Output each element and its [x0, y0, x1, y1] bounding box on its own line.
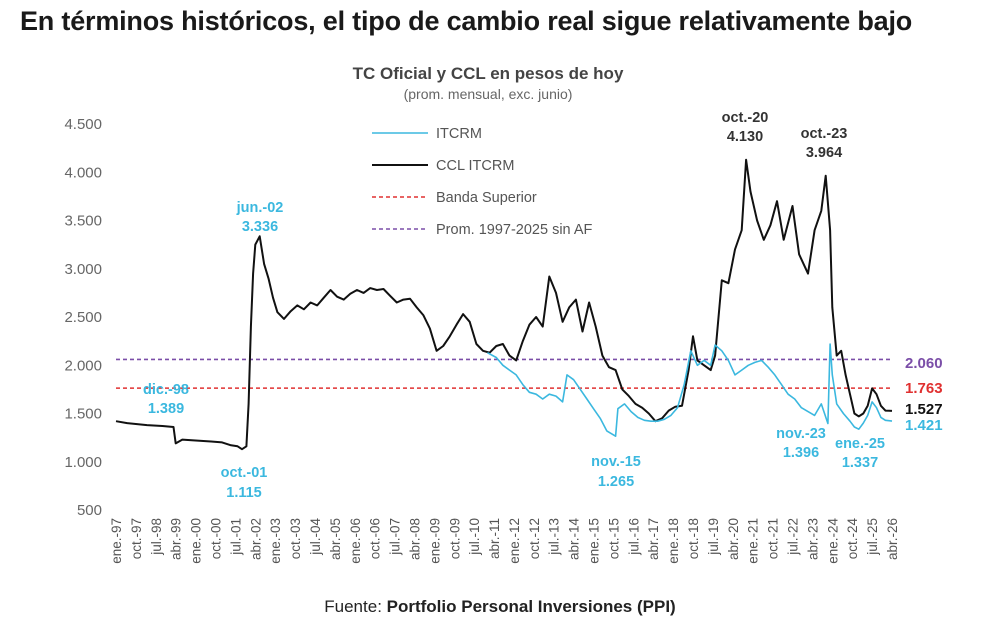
chart-subtitle: (prom. mensual, exc. junio) [404, 86, 573, 102]
x-tick-label: abr.-99 [169, 518, 184, 560]
x-axis: ene.-97 oct.-97 jul.-98 abr.-99 ene.-00 oct.-… [109, 518, 900, 564]
reference-lines [116, 358, 892, 389]
y-tick-label: 4.000 [64, 164, 102, 181]
x-tick-label: abr.-17 [646, 518, 661, 560]
end-label: 1.421 [905, 417, 943, 434]
x-tick-label: ene.-21 [746, 518, 761, 564]
x-tick-label: oct.-06 [368, 518, 383, 559]
chart-title: TC Oficial y CCL en pesos de hoy [353, 64, 624, 83]
x-tick-label: jul.-25 [865, 518, 880, 556]
x-tick-label: ene.-15 [587, 518, 602, 564]
x-tick-label: jul.-10 [467, 518, 482, 556]
x-tick-label: oct.-03 [288, 518, 303, 559]
x-tick-label: ene.-18 [666, 518, 681, 564]
x-tick-label: jul.-98 [149, 518, 164, 556]
annotation-date: nov.-15 [591, 454, 641, 470]
legend-label: CCL ITCRM [436, 158, 514, 174]
legend-label: Banda Superior [436, 190, 537, 206]
annotation-value: 4.130 [727, 129, 763, 145]
annotation-date: oct.-23 [801, 126, 848, 142]
x-tick-label: jul.-22 [786, 518, 801, 556]
annotation-date: oct.-20 [722, 110, 769, 126]
annotation-date: nov.-23 [776, 426, 826, 442]
legend: ITCRM CCL ITCRM Banda Superior Prom. 1997-2… [372, 126, 593, 238]
x-tick-label: abr.-11 [487, 518, 502, 559]
annotations: dic.-98 1.389 oct.-01 1.115 jun.-02 3.336 nov.… [143, 110, 885, 501]
x-tick-label: abr.-14 [567, 518, 582, 561]
end-label: 2.060 [905, 355, 943, 372]
annotation-date: ene.-25 [835, 436, 885, 452]
x-tick-label: oct.-00 [208, 518, 223, 559]
annotation-value: 1.265 [598, 474, 634, 490]
annotation-value: 3.336 [242, 219, 278, 235]
annotation-date: oct.-01 [221, 465, 268, 481]
x-tick-label: abr.-08 [407, 518, 422, 560]
y-tick-label: 500 [77, 502, 102, 519]
end-label: 1.763 [905, 380, 943, 397]
headline: En términos históricos, el tipo de cambi… [20, 6, 913, 36]
y-tick-label: 4.500 [64, 116, 102, 133]
x-tick-label: oct.-24 [845, 518, 860, 560]
source-prefix: Fuente: [324, 597, 387, 616]
legend-label: Prom. 1997-2025 sin AF [436, 222, 593, 238]
annotation-date: jun.-02 [236, 200, 284, 216]
x-tick-label: abr.-20 [726, 518, 741, 560]
x-tick-label: oct.-97 [129, 518, 144, 559]
annotation-value: 1.115 [226, 485, 262, 501]
x-tick-label: ene.-03 [268, 518, 283, 564]
x-tick-label: abr.-26 [885, 518, 900, 560]
annotation-date: dic.-98 [143, 382, 189, 398]
x-tick-label: ene.-06 [348, 518, 363, 564]
y-tick-label: 3.000 [64, 261, 102, 278]
y-tick-label: 1.500 [64, 406, 102, 423]
x-tick-label: ene.-24 [825, 518, 840, 564]
itcrm-line [487, 343, 893, 437]
y-tick-label: 2.500 [64, 309, 102, 326]
annotation-value: 1.396 [783, 445, 819, 461]
legend-label: ITCRM [436, 126, 482, 142]
y-tick-label: 2.000 [64, 357, 102, 374]
x-tick-label: jul.-16 [626, 518, 641, 556]
x-tick-label: oct.-12 [527, 518, 542, 559]
x-tick-label: oct.-18 [686, 518, 701, 559]
series-lines [115, 158, 893, 451]
x-tick-label: jul.-04 [308, 518, 323, 556]
x-tick-label: jul.-01 [228, 518, 243, 556]
annotation-value: 3.964 [806, 145, 842, 161]
y-tick-label: 1.000 [64, 454, 102, 471]
ccl-itcrm-line [115, 158, 893, 451]
x-tick-label: abr.-05 [328, 518, 343, 560]
end-label: 1.527 [905, 401, 943, 418]
x-tick-label: ene.-00 [189, 518, 204, 564]
x-tick-label: jul.-07 [388, 518, 403, 556]
x-tick-label: jul.-13 [547, 518, 562, 556]
y-tick-label: 3.500 [64, 213, 102, 230]
x-tick-label: abr.-23 [805, 518, 820, 560]
annotation-value: 1.389 [148, 401, 184, 417]
x-tick-label: jul.-19 [706, 518, 721, 556]
x-tick-label: ene.-97 [109, 518, 124, 564]
x-tick-label: oct.-21 [766, 518, 781, 559]
x-tick-label: oct.-09 [447, 518, 462, 559]
x-tick-label: abr.-02 [248, 518, 263, 560]
source-name: Portfolio Personal Inversiones (PPI) [386, 597, 676, 616]
source-note: Fuente: Portfolio Personal Inversiones (… [0, 597, 1000, 617]
y-axis: 500 1.000 1.500 2.000 2.500 3.000 3.500 4.000 4.… [64, 116, 102, 519]
annotation-value: 1.337 [842, 455, 878, 471]
x-tick-label: oct.-15 [606, 518, 621, 559]
x-tick-label: ene.-09 [427, 518, 442, 564]
x-tick-label: ene.-12 [507, 518, 522, 564]
